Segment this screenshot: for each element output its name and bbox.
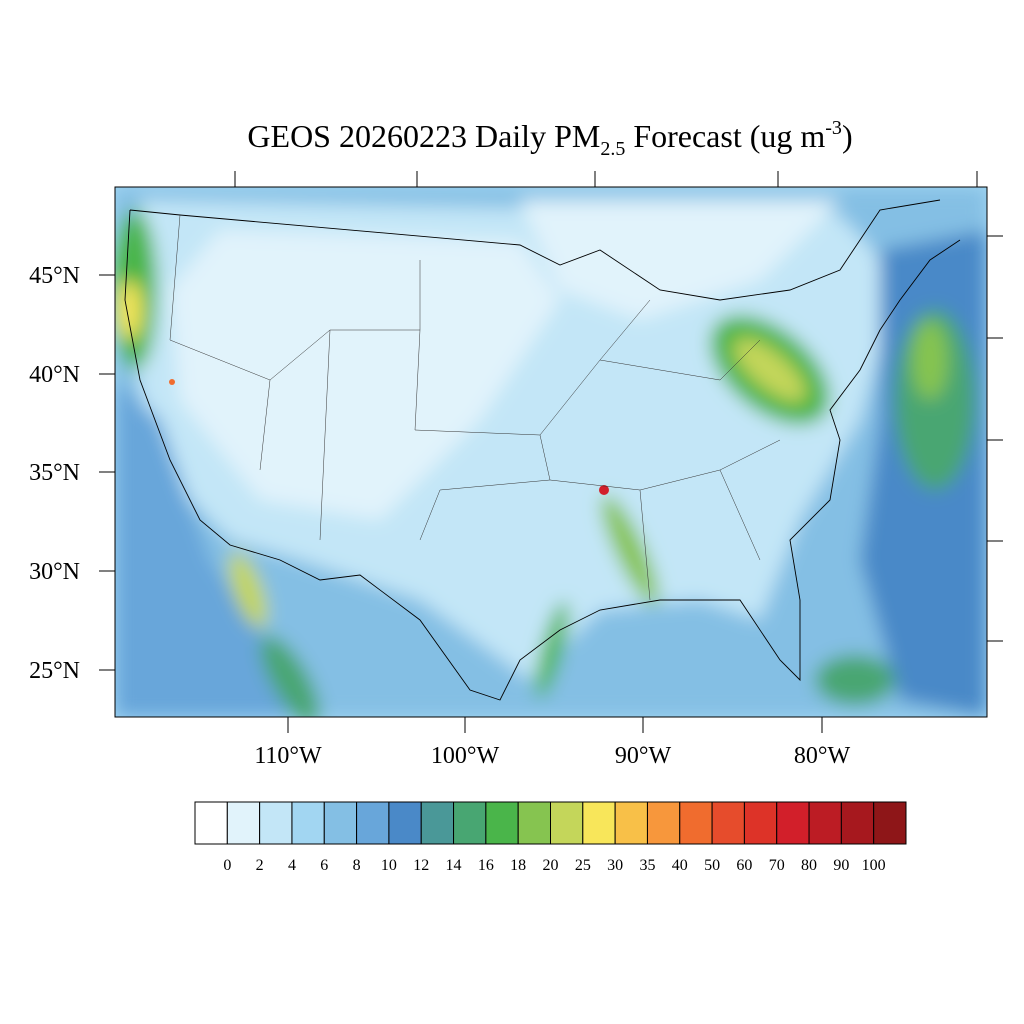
colorbar-label: 4: [288, 857, 296, 874]
colorbar-label: 50: [704, 857, 720, 874]
map-frame: [114, 186, 988, 718]
colorbar-box: [840, 801, 875, 845]
colorbar-box: [646, 801, 681, 845]
lat-label: 35°N: [29, 460, 80, 486]
title-superscript: -3: [825, 117, 842, 139]
colorbar-label: 25: [575, 857, 591, 874]
colorbar-box: [356, 801, 390, 845]
colorbar-box: [776, 801, 810, 845]
title-subscript: 2.5: [600, 138, 625, 160]
colorbar-box: [388, 801, 422, 845]
lon-label: 100°W: [431, 743, 500, 769]
title-end: ): [842, 118, 853, 154]
colorbar-label: 40: [672, 857, 688, 874]
title: GEOS 20260223 Daily PM2.5 Forecast (ug m…: [247, 117, 852, 160]
colorbar-box: [614, 801, 648, 845]
colorbar-label: 35: [639, 857, 655, 874]
lon-label: 90°W: [615, 743, 672, 769]
colorbar-label: 60: [736, 857, 752, 874]
state-borders: [169, 214, 781, 601]
colorbar-label: 8: [353, 857, 361, 874]
colorbar-box: [582, 801, 616, 845]
colorbar-box: [679, 801, 713, 845]
colorbar: 0 2 4 6 8 10 12 14 16 18 20 25 30 35 40 50 60 70 80 90 100: [194, 801, 907, 874]
lon-label: 80°W: [794, 743, 851, 769]
title-main: GEOS 20260223 Daily PM: [247, 118, 600, 154]
coastline: [124, 199, 961, 701]
colorbar-box: [420, 801, 455, 845]
colorbar-label: 90: [833, 857, 849, 874]
colorbar-box: [808, 801, 842, 845]
hotspot: [599, 485, 609, 495]
colorbar-box: [550, 801, 584, 845]
colorbar-box: [259, 801, 293, 845]
colorbar-label: 2: [256, 857, 264, 874]
colorbar-box: [323, 801, 358, 845]
lat-label: 40°N: [29, 362, 80, 388]
colorbar-box: [453, 801, 487, 845]
colorbar-label: 20: [543, 857, 559, 874]
lat-label: 30°N: [29, 559, 80, 585]
hotspot: [169, 379, 175, 385]
colorbar-label: 14: [446, 857, 462, 874]
colorbar-label: 80: [801, 857, 817, 874]
colorbar-label: 100: [862, 857, 886, 874]
colorbar-label: 12: [413, 857, 429, 874]
colorbar-label: 10: [381, 857, 397, 874]
colorbar-box: [226, 801, 261, 845]
colorbar-label: 0: [223, 857, 231, 874]
colorbar-label: 18: [510, 857, 526, 874]
frame-ticks: [99, 171, 1003, 733]
colorbar-box: [517, 801, 552, 845]
concentration-field: [115, 187, 987, 717]
colorbar-label: 70: [769, 857, 785, 874]
colorbar-label: 30: [607, 857, 623, 874]
colorbar-box: [291, 801, 325, 845]
colorbar-box: [743, 801, 778, 845]
colorbar-box: [873, 801, 907, 845]
colorbar-box: [485, 801, 519, 845]
lon-label: 110°W: [254, 743, 322, 769]
map-field: [115, 187, 987, 717]
lat-label: 25°N: [29, 658, 80, 684]
colorbar-box: [711, 801, 745, 845]
title-middle: Forecast (ug m: [625, 118, 825, 154]
colorbar-box: [194, 801, 228, 845]
colorbar-label: 6: [320, 857, 328, 874]
colorbar-label: 16: [478, 857, 494, 874]
lat-label: 45°N: [29, 263, 80, 289]
